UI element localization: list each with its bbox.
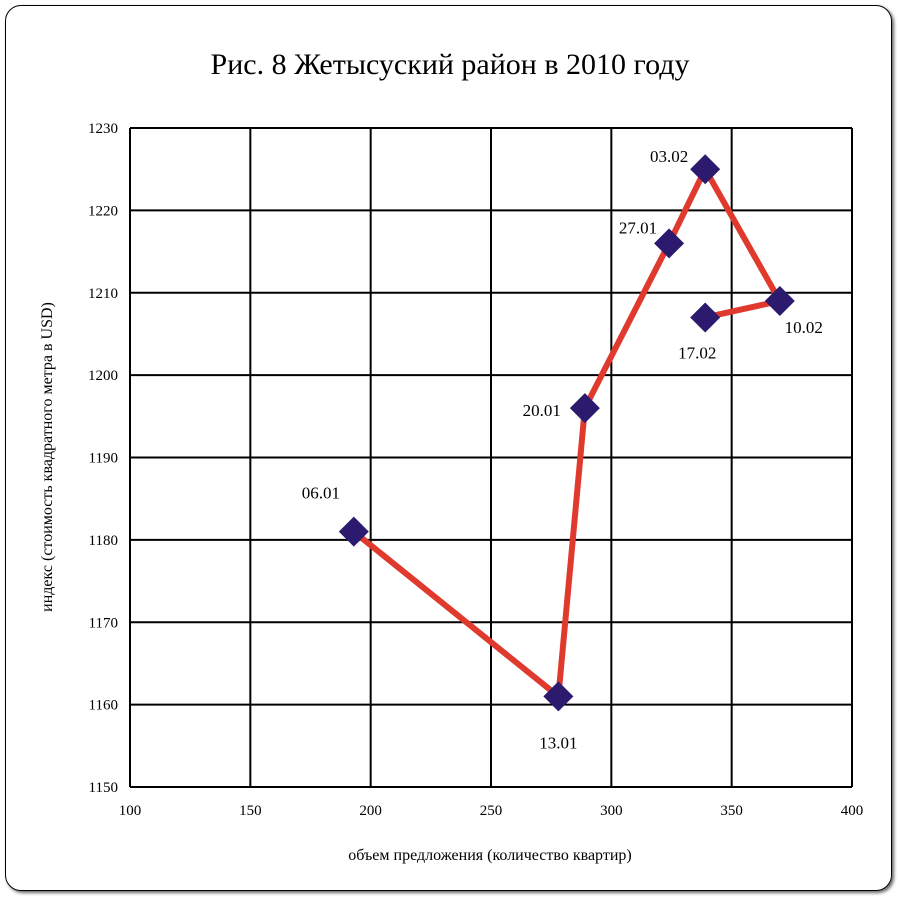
x-tick-label: 350 [720, 803, 743, 819]
data-point [764, 285, 795, 316]
x-tick-label: 400 [841, 803, 864, 819]
y-tick-label: 1190 [89, 451, 118, 467]
y-tick-label: 1210 [88, 286, 118, 302]
x-tick-label: 150 [239, 803, 262, 819]
data-point [654, 228, 685, 259]
data-label: 27.01 [619, 218, 657, 237]
y-axis-label: индекс (стоимость квадратного метра в US… [39, 302, 56, 612]
chart-title: Рис. 8 Жетысуский район в 2010 году [210, 48, 690, 81]
series-line [350, 166, 783, 700]
data-label: 20.01 [523, 401, 561, 420]
data-point [690, 154, 721, 185]
x-tick-label: 250 [480, 803, 503, 819]
y-tick-label: 1220 [88, 203, 118, 219]
data-point [543, 681, 574, 712]
y-tick-label: 1180 [89, 533, 118, 549]
x-tick-label: 200 [359, 803, 382, 819]
y-tick-label: 1150 [89, 780, 118, 796]
x-tick-label: 300 [600, 803, 623, 819]
data-label: 06.01 [302, 484, 340, 503]
x-axis-label: объем предложения (количество квартир) [348, 847, 631, 864]
y-tick-label: 1170 [89, 615, 118, 631]
data-label: 03.02 [650, 147, 688, 166]
data-point [690, 302, 721, 333]
y-tick-label: 1200 [88, 368, 118, 384]
y-tick-label: 1230 [88, 121, 118, 137]
data-label: 17.02 [678, 343, 716, 362]
chart-frame [5, 5, 892, 891]
data-point [338, 516, 369, 547]
y-tick-label: 1160 [89, 698, 118, 714]
data-point [569, 393, 600, 424]
data-label: 13.01 [539, 733, 577, 752]
x-tick-label: 100 [119, 803, 142, 819]
data-label: 10.02 [785, 318, 823, 337]
